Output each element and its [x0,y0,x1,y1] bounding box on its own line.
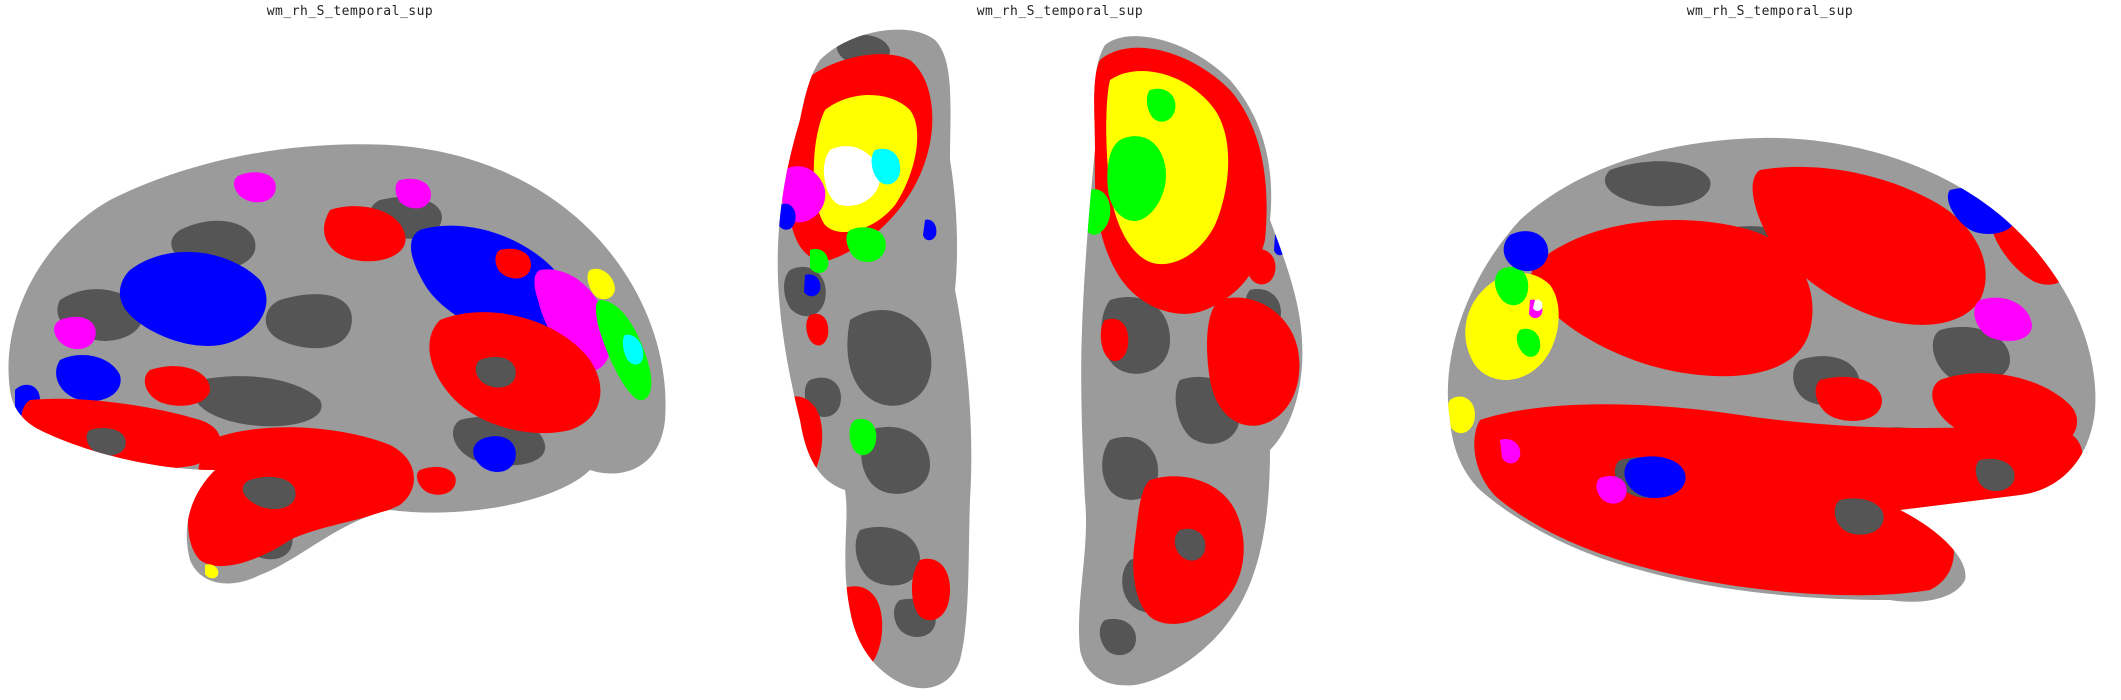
panel-title: wm_rh_S_temporal_sup [266,4,434,19]
panel-title: wm_rh_S_temporal_sup [1686,4,1854,19]
brain-surface-ventral [777,29,1303,689]
panel-lateral: wm_rh_S_temporal_sup [0,0,700,700]
panel-ventral: wm_rh_S_temporal_sup [710,0,1410,700]
brain-surface-medial [1447,137,2096,602]
brain-surface-lateral [8,144,666,584]
panel-title: wm_rh_S_temporal_sup [976,4,1144,19]
panel-medial: wm_rh_S_temporal_sup [1420,0,2120,700]
